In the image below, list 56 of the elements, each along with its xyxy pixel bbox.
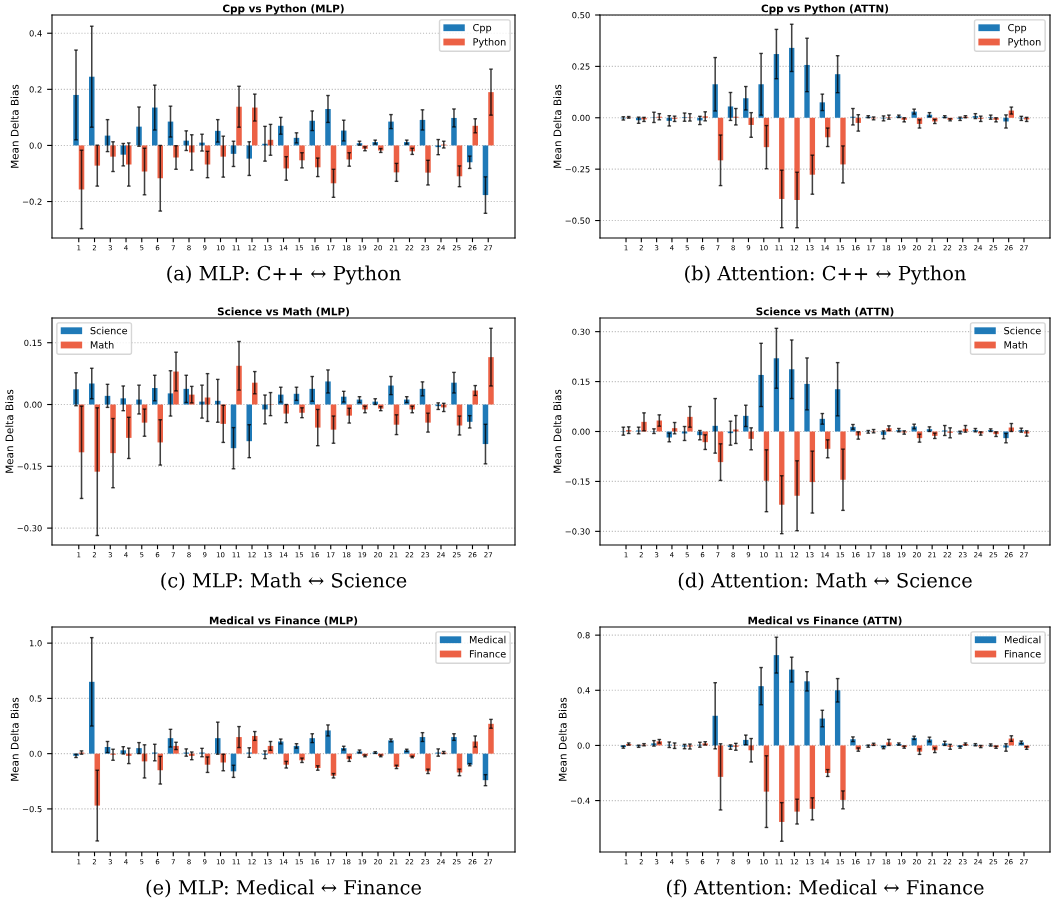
chart-title: Science vs Math (ATTN)	[756, 307, 894, 317]
y-tick-label: 0.0	[29, 750, 42, 757]
y-tick-label: 0.00	[572, 428, 590, 435]
legend-label: Finance	[469, 650, 506, 658]
y-tick-label: 0.4	[577, 687, 590, 694]
chart-title: Medical vs Finance (ATTN)	[748, 616, 902, 626]
chart-title: Medical vs Finance (MLP)	[209, 616, 358, 626]
legend-label: Cpp	[1008, 23, 1027, 34]
y-tick-label: −0.5	[22, 805, 42, 813]
text: (d) Attention: Math ↔ Science	[678, 572, 972, 591]
y-axis-title: Mean Delta Bias	[10, 697, 19, 781]
y-tick-label: −0.30	[17, 525, 42, 532]
legend-label: Science	[90, 326, 128, 335]
y-axis-title: Mean Delta Bias	[553, 84, 562, 168]
y-tick-label: −0.2	[22, 198, 42, 205]
y-tick-label: −0.50	[565, 217, 590, 224]
legend-label: Python	[1008, 38, 1041, 48]
legend-label: Python	[473, 38, 506, 48]
chart-title: Cpp vs Python (MLP)	[222, 4, 344, 15]
y-tick-label: −0.15	[17, 463, 42, 470]
y-axis-title: Mean Delta Bias	[558, 697, 567, 781]
y-tick-label: 0.2	[29, 86, 42, 93]
text: (e) MLP: Medical ↔ Finance	[146, 879, 422, 898]
y-tick-label: 0.25	[572, 63, 590, 70]
y-tick-label: −0.15	[565, 478, 590, 485]
text: (c) MLP: Math ↔ Science	[161, 572, 407, 591]
y-tick-label: 0.15	[572, 378, 590, 385]
text: (f) Attention: Medical ↔ Finance	[666, 879, 984, 898]
y-tick-label: 0.30	[572, 328, 590, 335]
chart-title: Science vs Math (MLP)	[217, 307, 349, 317]
y-tick-label: 0.00	[24, 401, 42, 408]
legend-label: Science	[1004, 326, 1041, 335]
y-tick-label: 1.0	[29, 640, 42, 647]
y-tick-label: −0.30	[565, 528, 590, 535]
y-tick-label: 0.5	[29, 695, 42, 702]
legend-label: Medical	[1004, 635, 1041, 644]
y-tick-label: 0.50	[572, 11, 590, 19]
chart-title: Cpp vs Python (ATTN)	[761, 4, 889, 15]
legend-label: Finance	[1004, 650, 1041, 658]
y-tick-label: 0.4	[29, 30, 42, 37]
y-tick-label: 0.8	[577, 632, 590, 639]
y-tick-label: 0.15	[24, 339, 42, 346]
text: (b) Attention: C++ ↔ Python	[685, 265, 966, 285]
y-axis-title: Mean Delta Bias	[10, 84, 19, 168]
legend-label: Math	[90, 341, 114, 349]
y-axis-title: Mean Delta Bias	[553, 389, 562, 473]
y-tick-label: 0.0	[577, 742, 590, 749]
text: (a) MLP: C++ ↔ Python	[167, 265, 401, 285]
y-tick-label: 0.0	[29, 142, 42, 149]
y-axis-title: Mean Delta Bias	[5, 389, 14, 473]
y-tick-label: 0.00	[572, 114, 590, 122]
legend-label: Cpp	[473, 23, 492, 34]
legend-label: Math	[1004, 341, 1028, 349]
y-tick-label: −0.25	[565, 166, 590, 173]
y-tick-label: −0.4	[570, 797, 590, 804]
legend-label: Medical	[469, 635, 506, 644]
